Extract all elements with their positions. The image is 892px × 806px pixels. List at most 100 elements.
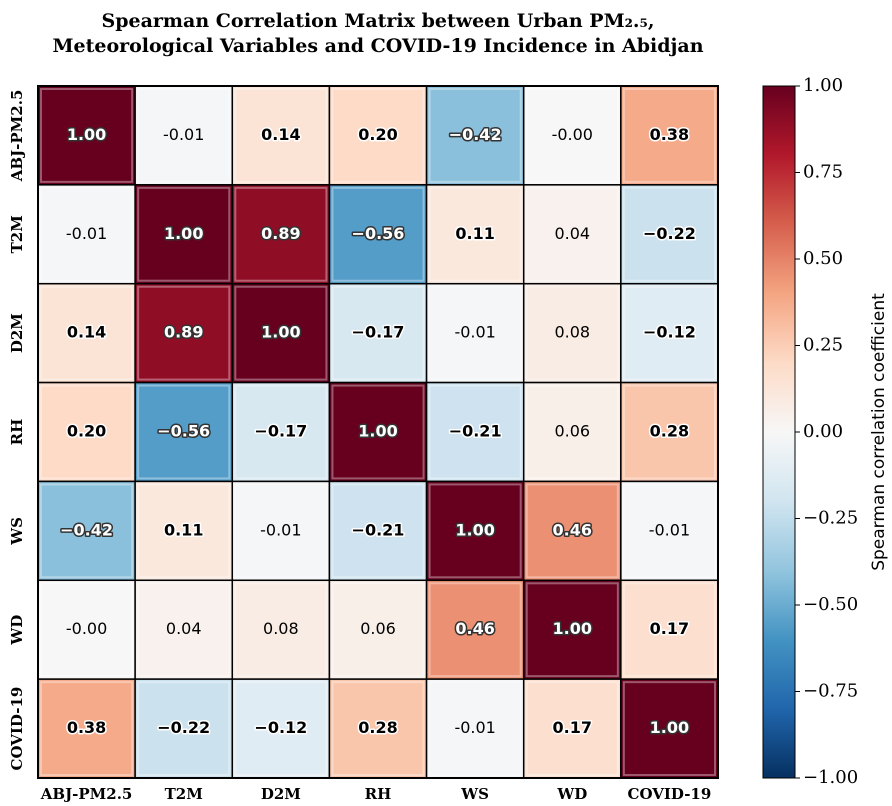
cell-edge — [234, 285, 328, 381]
cell-label: 0.38 — [67, 718, 106, 737]
cell-label: 0.28 — [358, 718, 397, 737]
chart-title: Spearman Correlation Matrix between Urba… — [102, 10, 655, 32]
cell-label: 0.08 — [263, 619, 299, 638]
cell-edge — [137, 582, 231, 678]
cell-edge — [622, 88, 716, 183]
cell-label: 1.00 — [358, 422, 397, 441]
heatmap-cell — [425, 85, 525, 186]
heatmap-cell — [231, 678, 331, 779]
heatmap-cell — [134, 282, 234, 384]
cell-edge — [331, 483, 425, 579]
cell-label: 0.17 — [650, 619, 689, 638]
cell-edge — [331, 186, 425, 282]
cell-label: 1.00 — [261, 323, 300, 342]
colorbar-tick-label: −1.00 — [803, 767, 858, 788]
cell-edge — [331, 384, 425, 480]
y-tick-label: RH — [8, 419, 26, 446]
x-tick-label: RH — [365, 785, 392, 803]
plot-frame — [37, 85, 719, 779]
x-tick-label: T2M — [165, 785, 203, 803]
cell-label: 0.14 — [261, 125, 300, 144]
y-tick-label: COVID-19 — [8, 687, 26, 771]
cell-label: -0.01 — [649, 520, 690, 539]
y-tick-label: WD — [8, 615, 26, 646]
heatmap-cell — [37, 480, 136, 582]
cell-edge — [234, 186, 328, 282]
cell-edge — [331, 285, 425, 381]
cell-label: 0.04 — [166, 619, 202, 638]
heatmap-cell — [37, 184, 136, 285]
x-tick-label: COVID-19 — [628, 785, 712, 803]
cell-label: 1.00 — [164, 224, 203, 243]
cell-edge — [428, 88, 522, 183]
cell-label: 1.00 — [553, 619, 592, 638]
cell-label: 1.00 — [650, 718, 689, 737]
heatmap-cell — [522, 480, 622, 582]
heatmap-cell — [425, 282, 525, 384]
cell-edge — [137, 285, 231, 381]
cell-label: 0.20 — [358, 125, 397, 144]
colorbar — [762, 85, 796, 779]
cell-label: 0.08 — [554, 323, 590, 342]
colorbar-tick-label: 0.00 — [803, 421, 843, 442]
cell-edge — [428, 681, 522, 777]
heatmap-cell — [522, 85, 622, 186]
cell-edge — [622, 186, 716, 282]
heatmap-cell — [328, 480, 428, 582]
cell-edge — [525, 88, 619, 183]
heatmap-cell — [425, 184, 525, 285]
heatmap-cell — [134, 85, 234, 186]
cell-edge — [137, 681, 231, 777]
cell-edge — [331, 88, 425, 183]
cell-edge — [234, 681, 328, 777]
cell-label: 0.17 — [553, 718, 592, 737]
cell-label: 0.46 — [455, 619, 494, 638]
cell-label: −0.42 — [60, 520, 113, 539]
y-tick-label: ABJ-PM2.5 — [8, 90, 26, 183]
colorbar-title: Spearman correlation coefficient — [869, 293, 889, 571]
heatmap-cell — [231, 85, 331, 186]
cell-edge — [40, 384, 134, 480]
cell-label: 1.00 — [455, 520, 494, 539]
cell-edge — [137, 483, 231, 579]
cell-edge — [331, 582, 425, 678]
y-tick-label: D2M — [8, 313, 26, 353]
heatmap-cell — [328, 579, 428, 680]
cell-edge — [622, 483, 716, 579]
colorbar-tick-label: 1.00 — [803, 75, 843, 96]
cell-edge — [137, 88, 231, 183]
y-tick-label: T2M — [8, 215, 26, 253]
cell-edge — [525, 384, 619, 480]
cell-edge — [428, 483, 522, 579]
cell-label: 0.20 — [67, 422, 106, 441]
colorbar-tick-label: −0.75 — [803, 681, 858, 702]
cell-edge — [622, 384, 716, 480]
cell-label: -0.01 — [66, 224, 107, 243]
cell-edge — [234, 384, 328, 480]
cell-edge — [525, 285, 619, 381]
heatmap-cell — [328, 85, 428, 186]
heatmap-cell — [328, 678, 428, 779]
colorbar-tick-label: 0.75 — [803, 162, 843, 183]
cell-label: −0.17 — [254, 422, 307, 441]
cell-edge — [622, 582, 716, 678]
cell-label: −0.42 — [449, 125, 502, 144]
cell-label: -0.01 — [260, 520, 301, 539]
heatmap-cell — [620, 184, 719, 285]
cell-label: 0.89 — [261, 224, 300, 243]
cell-label: -0.01 — [454, 323, 495, 342]
cell-label: 0.04 — [554, 224, 590, 243]
heatmap-cell — [620, 579, 719, 680]
cell-label: 0.46 — [553, 520, 592, 539]
cell-label: 0.06 — [554, 422, 590, 441]
cell-label: 0.28 — [650, 422, 689, 441]
cell-edge — [331, 681, 425, 777]
colorbar-tick-label: −0.50 — [803, 594, 858, 615]
cell-edge — [40, 186, 134, 282]
heatmap-cell — [231, 184, 331, 285]
heatmap-cell — [134, 579, 234, 680]
cell-edge — [622, 285, 716, 381]
cell-edge — [137, 384, 231, 480]
cell-label: 0.38 — [650, 125, 689, 144]
